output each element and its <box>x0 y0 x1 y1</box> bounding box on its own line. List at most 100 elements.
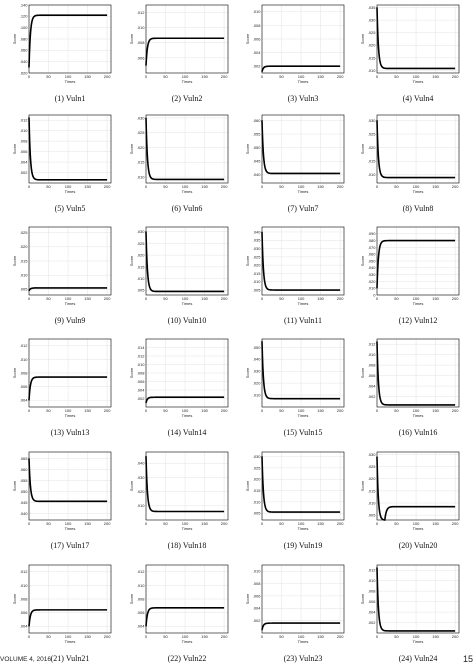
chart-svg: 0 50 100 150 200 .010 .020 .030 .040 Times Score <box>129 451 229 531</box>
x-tick-label: 200 <box>221 408 228 413</box>
chart-svg: 0 50 100 150 200 .020 .040 .060 .080 .100 .120 .140… <box>12 2 112 84</box>
x-tick-label: 100 <box>65 74 72 79</box>
x-tick-label: 150 <box>432 634 439 639</box>
series-point <box>263 163 265 165</box>
series-line <box>28 376 108 401</box>
series-point <box>379 511 381 513</box>
series-point <box>146 617 148 619</box>
y-tick-label: .050 <box>368 258 377 263</box>
series-point <box>30 486 32 488</box>
y-tick-label: .012 <box>20 343 29 348</box>
series-line <box>28 14 108 68</box>
series-point <box>147 271 149 273</box>
series-point <box>148 505 150 507</box>
x-tick-label: 100 <box>182 296 189 301</box>
series-point <box>146 49 148 51</box>
y-tick-label: .030 <box>253 246 262 251</box>
chart-svg: 0 50 100 150 2000.010.020.030.040.050.060.07… <box>360 226 460 306</box>
series-point <box>31 21 33 24</box>
series-point <box>379 513 381 515</box>
y-axis-label: Score <box>129 367 134 378</box>
series-point <box>263 497 265 499</box>
series-point <box>376 6 378 9</box>
plot-frame <box>376 114 460 184</box>
series-point <box>377 493 379 495</box>
x-tick-label: 100 <box>298 296 305 301</box>
series-point <box>30 492 32 494</box>
chart-panel: 0 50 100 150 200 .005 .010 .015 .020 .025 .030 Time… <box>129 226 229 306</box>
y-tick-label: .014 <box>137 345 146 350</box>
series-point <box>147 276 149 278</box>
chart-panel: 0 50 100 150 200 .004 .006 .008 .010 .012 Times Sco… <box>129 564 229 644</box>
x-axis-label: Times <box>413 79 424 84</box>
chart-svg: 0 50 100 150 200 .010 .015 .020 .025 .030 Times Sco… <box>360 114 460 194</box>
chart-caption: (24) Vuln24 <box>398 654 438 663</box>
x-axis-label: Times <box>65 79 76 84</box>
y-tick-label: .012 <box>137 569 146 574</box>
y-tick-label: .040 <box>253 172 262 177</box>
chart-caption: (18) Vuln18 <box>167 541 207 550</box>
chart-panel: 0 50 100 150 200 .005 .010 .015 .020 .025 .030 Time… <box>245 451 345 531</box>
series-point <box>31 172 33 174</box>
series-point <box>30 159 32 161</box>
y-tick-label: .035 <box>368 5 377 10</box>
x-tick-label: 0 <box>261 296 264 301</box>
plot-frame <box>376 564 460 634</box>
series-point <box>376 133 378 135</box>
y-tick-label: .010 <box>20 357 29 362</box>
y-tick-label: .006 <box>20 149 29 154</box>
series-point <box>377 368 379 370</box>
x-tick-label: 0 <box>145 634 148 639</box>
x-tick-label: 200 <box>337 408 344 413</box>
x-tick-label: 50 <box>46 74 51 79</box>
series-point <box>379 61 381 63</box>
series-point <box>263 275 265 277</box>
x-tick-label: 100 <box>182 184 189 189</box>
y-tick-label: .008 <box>137 370 146 375</box>
x-axis-label: Times <box>182 526 193 531</box>
series-point <box>146 53 148 55</box>
series-point <box>378 162 380 165</box>
series-point <box>261 69 263 71</box>
x-tick-label: 100 <box>298 184 305 189</box>
y-tick-label: .055 <box>253 131 262 136</box>
chart-panel: 0 50 100 150 200 .004 .006 .008 .010 .012 Times Sco… <box>12 338 112 418</box>
y-tick-label: .020 <box>137 253 146 258</box>
x-tick-label: 200 <box>452 521 459 526</box>
x-tick-label: 0 <box>28 296 31 301</box>
y-tick-label: .002 <box>253 618 262 623</box>
x-tick-label: 100 <box>413 74 420 79</box>
series-point <box>30 490 32 492</box>
y-tick-label: .025 <box>368 464 377 469</box>
x-tick-label: 150 <box>84 634 91 639</box>
series-point <box>264 284 267 286</box>
series-point <box>145 402 147 404</box>
series-point <box>269 511 271 513</box>
chart-caption: (20) Vuln20 <box>398 541 438 550</box>
y-tick-label: .080 <box>20 36 29 41</box>
y-tick-label: .030 <box>368 118 377 123</box>
series-point <box>28 625 30 627</box>
series-point <box>380 173 382 175</box>
series-point <box>377 603 379 605</box>
series-point <box>269 65 271 67</box>
series-point <box>377 484 379 486</box>
x-tick-label: 50 <box>46 408 51 413</box>
series-point <box>264 507 267 509</box>
x-tick-label: 200 <box>104 408 111 413</box>
y-tick-label: .070 <box>368 245 377 250</box>
series-point <box>147 158 149 160</box>
series-line <box>28 287 108 292</box>
series-point <box>145 455 147 457</box>
series-point <box>379 621 381 623</box>
chart-svg: 0 50 100 150 200 .005 .010 .015 .020 .025 Times Sco… <box>12 226 112 306</box>
y-tick-label: .015 <box>20 258 29 263</box>
x-tick-label: 0 <box>376 296 379 301</box>
x-tick-label: 100 <box>413 296 420 301</box>
x-tick-label: 0 <box>261 74 264 79</box>
series-point <box>31 18 34 20</box>
x-tick-label: 100 <box>182 634 189 639</box>
x-axis-label: Times <box>413 639 424 644</box>
y-axis-label: Score <box>129 480 134 491</box>
x-axis-label: Times <box>298 526 309 531</box>
